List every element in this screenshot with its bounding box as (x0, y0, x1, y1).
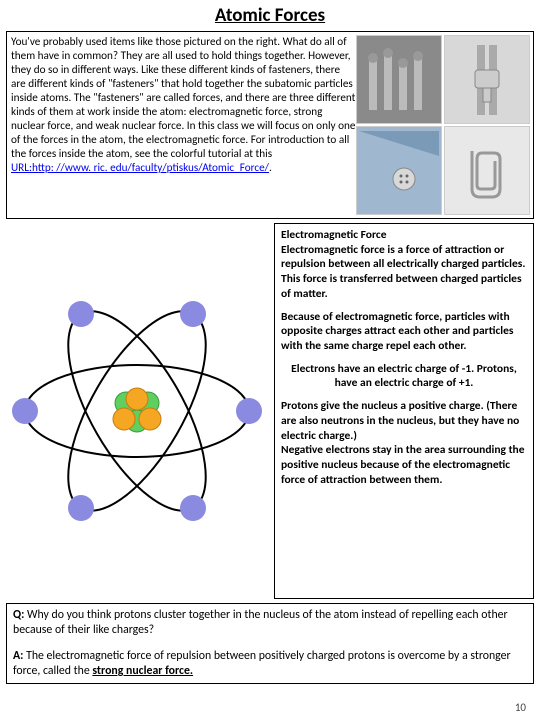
a-text-bold: strong nuclear force. (92, 664, 193, 678)
q-text: Why do you think protons cluster togethe… (13, 608, 508, 637)
em-force-box: Electromagnetic ForceElectromagnetic for… (274, 223, 534, 599)
intro-box: You've probably used items like those pi… (6, 31, 534, 219)
em-p4: Protons give the nucleus a positive char… (281, 399, 527, 487)
fastener-grid (356, 35, 530, 215)
em-p3: Electrons have an electric charge of -1.… (287, 362, 521, 391)
question: Q: Why do you think protons cluster toge… (13, 608, 527, 639)
em-p2: Because of electromagnetic force, partic… (281, 310, 527, 354)
fastener-screws (356, 35, 442, 124)
intro-link[interactable]: URL:http: //www. ric. edu/faculty/ptisku… (11, 161, 269, 175)
q-label: Q: (13, 608, 24, 622)
a-label: A: (13, 649, 23, 663)
fastener-paperclip (444, 126, 530, 215)
answer: A: The electromagnetic force of repulsio… (13, 649, 527, 680)
qa-box: Q: Why do you think protons cluster toge… (6, 603, 534, 684)
page-number: 10 (515, 701, 526, 714)
mid-section: Electromagnetic ForceElectromagnetic for… (6, 223, 534, 599)
fastener-zipper (444, 35, 530, 124)
intro-body: You've probably used items like those pi… (11, 35, 355, 161)
em-p1: Electromagnetic force is a force of attr… (281, 243, 525, 301)
page-title: Atomic Forces (0, 0, 540, 29)
a-text-pre: The electromagnetic force of repulsion b… (13, 649, 511, 678)
fastener-button (356, 126, 442, 215)
intro-text: You've probably used items like those pi… (11, 35, 356, 175)
atom-diagram (6, 223, 268, 599)
em-heading: Electromagnetic Force (281, 228, 387, 242)
